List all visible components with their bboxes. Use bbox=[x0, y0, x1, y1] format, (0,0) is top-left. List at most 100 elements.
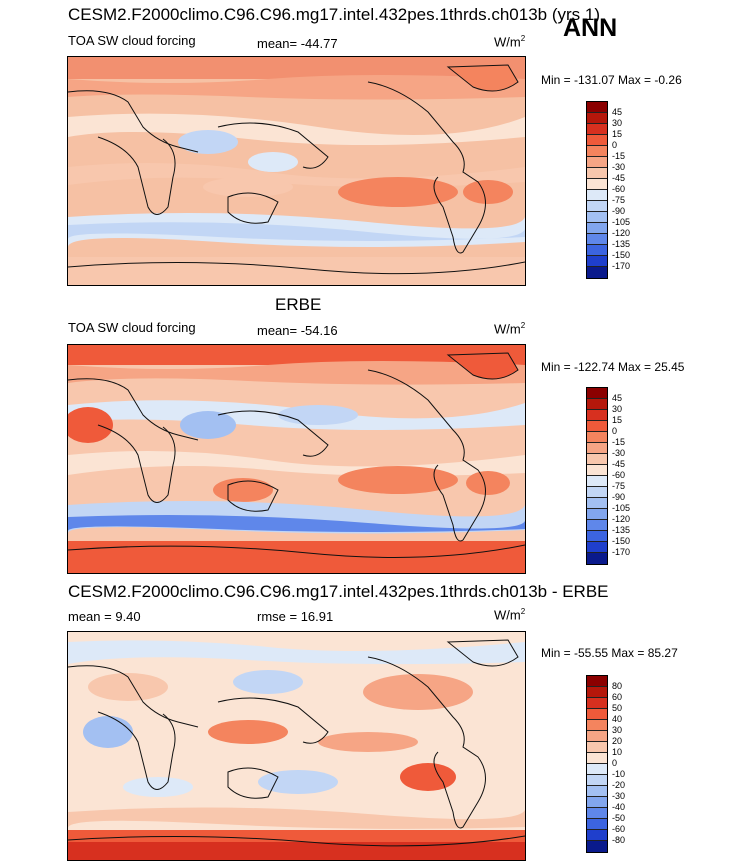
panel1-colorbar-label: -90 bbox=[612, 206, 626, 216]
panel3-colorbar-label: 60 bbox=[612, 692, 623, 702]
panel3-colorbar-label: -40 bbox=[612, 802, 626, 812]
panel1-colorbar-swatch bbox=[587, 267, 607, 278]
panel1-colorbar-label: -45 bbox=[612, 173, 626, 183]
panel3-colorbar-label: -50 bbox=[612, 813, 626, 823]
panel2-colorbar-label: -75 bbox=[612, 481, 626, 491]
panel2-map bbox=[67, 344, 526, 574]
panel2-minmax: Min = -122.74 Max = 25.45 bbox=[541, 360, 685, 374]
panel1-map bbox=[67, 56, 526, 286]
panel3-colorbar-swatch bbox=[587, 698, 607, 709]
panel2-colorbar-swatch bbox=[587, 388, 607, 399]
panel3-colorbar-label: 10 bbox=[612, 747, 623, 757]
panel1-colorbar-swatch bbox=[587, 168, 607, 179]
panel2-colorbar-swatch bbox=[587, 399, 607, 410]
panel2-colorbar-label: 0 bbox=[612, 426, 618, 436]
panel2-colorbar-swatch bbox=[587, 421, 607, 432]
panel2-colorbar-swatch bbox=[587, 443, 607, 454]
panel2-colorbar-label: -30 bbox=[612, 448, 626, 458]
panel1-colorbar-label: -150 bbox=[612, 250, 631, 260]
panel2-colorbar bbox=[586, 387, 608, 565]
panel2-map-graphic bbox=[68, 345, 525, 573]
panel3-mean-label: mean = 9.40 bbox=[68, 609, 141, 624]
panel3-title: CESM2.F2000climo.C96.C96.mg17.intel.432p… bbox=[68, 582, 609, 601]
panel2-title: ERBE bbox=[275, 295, 322, 314]
panel3-colorbar-label: 0 bbox=[612, 758, 618, 768]
panel3-colorbar-swatch bbox=[587, 753, 607, 764]
panel2-colorbar-label: -90 bbox=[612, 492, 626, 502]
panel3-colorbar-label: 20 bbox=[612, 736, 623, 746]
panel3-colorbar-label: -10 bbox=[612, 769, 626, 779]
panel1-colorbar-swatch bbox=[587, 234, 607, 245]
panel1-colorbar-label: -75 bbox=[612, 195, 626, 205]
panel3-colorbar-swatch bbox=[587, 676, 607, 687]
panel1-colorbar-label: -60 bbox=[612, 184, 626, 194]
panel1-colorbar-label: -120 bbox=[612, 228, 631, 238]
panel2-colorbar-swatch bbox=[587, 454, 607, 465]
panel1-colorbar-label: 45 bbox=[612, 107, 623, 117]
panel2-colorbar-swatch bbox=[587, 553, 607, 564]
panel2-colorbar-swatch bbox=[587, 476, 607, 487]
panel3-colorbar-swatch bbox=[587, 841, 607, 852]
panel1-colorbar-swatch bbox=[587, 113, 607, 124]
panel3-colorbar-label: 50 bbox=[612, 703, 623, 713]
panel3-colorbar-swatch bbox=[587, 731, 607, 742]
panel3-colorbar-swatch bbox=[587, 786, 607, 797]
panel2-colorbar-label: -120 bbox=[612, 514, 631, 524]
panel2-colorbar-label: -45 bbox=[612, 459, 626, 469]
panel3-rmse-label: rmse = 16.91 bbox=[257, 609, 334, 624]
panel2-colorbar-swatch bbox=[587, 487, 607, 498]
panel3-units: W/m2 bbox=[494, 607, 526, 623]
panel3-colorbar-label: -30 bbox=[612, 791, 626, 801]
panel1-colorbar-swatch bbox=[587, 179, 607, 190]
panel2-colorbar-label: -135 bbox=[612, 525, 631, 535]
panel1-colorbar-swatch bbox=[587, 245, 607, 256]
panel1-colorbar-label: -30 bbox=[612, 162, 626, 172]
panel3-colorbar-label: 30 bbox=[612, 725, 623, 735]
panel2-colorbar-swatch bbox=[587, 465, 607, 476]
panel3-colorbar-label: 40 bbox=[612, 714, 623, 724]
panel3-map-graphic bbox=[68, 632, 525, 860]
panel3-minmax: Min = -55.55 Max = 85.27 bbox=[541, 646, 678, 660]
panel1-colorbar-swatch bbox=[587, 190, 607, 201]
panel3-colorbar-label: -60 bbox=[612, 824, 626, 834]
panel3-colorbar-swatch bbox=[587, 808, 607, 819]
panel1-colorbar-label: 0 bbox=[612, 140, 618, 150]
panel2-colorbar-swatch bbox=[587, 509, 607, 520]
panel2-units: W/m2 bbox=[494, 321, 526, 337]
panel1-variable-label: TOA SW cloud forcing bbox=[68, 33, 196, 48]
panel2-colorbar-label: -105 bbox=[612, 503, 631, 513]
panel1-colorbar-label: -15 bbox=[612, 151, 626, 161]
panel3-colorbar-swatch bbox=[587, 764, 607, 775]
panel3-colorbar-swatch bbox=[587, 687, 607, 698]
panel2-colorbar-label: -150 bbox=[612, 536, 631, 546]
panel1-minmax: Min = -131.07 Max = -0.26 bbox=[541, 73, 682, 87]
panel1-colorbar-swatch bbox=[587, 157, 607, 168]
panel3-colorbar-swatch bbox=[587, 775, 607, 786]
panel2-colorbar-swatch bbox=[587, 520, 607, 531]
panel2-colorbar-swatch bbox=[587, 542, 607, 553]
panel2-colorbar-label: -170 bbox=[612, 547, 631, 557]
panel1-colorbar-label: 15 bbox=[612, 129, 623, 139]
panel2-colorbar-label: 45 bbox=[612, 393, 623, 403]
panel2-colorbar-swatch bbox=[587, 432, 607, 443]
panel1-colorbar-swatch bbox=[587, 201, 607, 212]
panel3-colorbar-swatch bbox=[587, 709, 607, 720]
panel1-colorbar-label: -105 bbox=[612, 217, 631, 227]
panel1-units: W/m2 bbox=[494, 34, 526, 50]
panel3-colorbar bbox=[586, 675, 608, 853]
panel1-colorbar-swatch bbox=[587, 102, 607, 113]
panel2-colorbar-swatch bbox=[587, 498, 607, 509]
panel2-colorbar-label: -15 bbox=[612, 437, 626, 447]
panel1-mean-label: mean= -44.77 bbox=[257, 36, 338, 51]
panel1-colorbar-label: 30 bbox=[612, 118, 623, 128]
panel1-colorbar-swatch bbox=[587, 146, 607, 157]
panel3-colorbar-swatch bbox=[587, 830, 607, 841]
panel1-title: CESM2.F2000climo.C96.C96.mg17.intel.432p… bbox=[68, 5, 600, 24]
panel3-colorbar-swatch bbox=[587, 742, 607, 753]
panel2-colorbar-label: -60 bbox=[612, 470, 626, 480]
panel1-colorbar-swatch bbox=[587, 212, 607, 223]
panel3-colorbar-label: -20 bbox=[612, 780, 626, 790]
panel2-colorbar-swatch bbox=[587, 531, 607, 542]
panel3-map bbox=[67, 631, 526, 861]
panel2-colorbar-label: 15 bbox=[612, 415, 623, 425]
